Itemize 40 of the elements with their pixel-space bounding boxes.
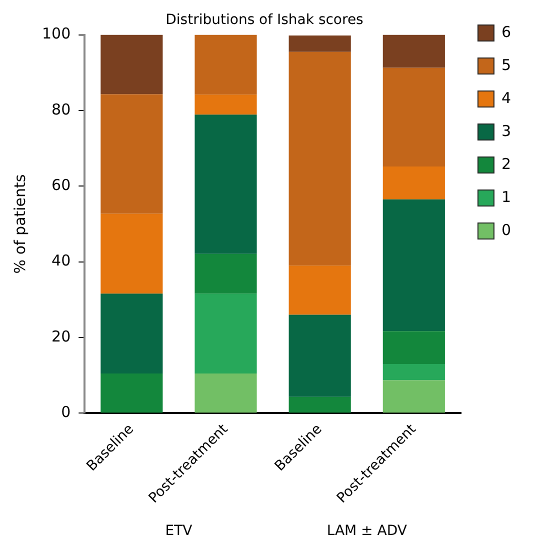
bar [100, 373, 163, 413]
bar [382, 331, 445, 364]
bar [382, 199, 445, 332]
bar [100, 294, 163, 374]
bar [382, 380, 445, 413]
y-tick-label: 60 [52, 176, 71, 194]
y-tick-label: 20 [52, 327, 71, 346]
legend-label: 0 [501, 220, 512, 239]
bar [194, 254, 257, 294]
bar [382, 34, 445, 68]
legend-label: 6 [501, 22, 512, 41]
bar [288, 36, 351, 52]
bar [194, 373, 257, 413]
bar [100, 34, 163, 94]
bar [194, 94, 257, 115]
y-axis-title: % of patients [10, 174, 29, 274]
bar [194, 294, 257, 374]
legend-label: 2 [501, 154, 512, 173]
legend-label: 5 [501, 56, 512, 74]
legend-label: 4 [501, 88, 512, 107]
text: ETV [165, 523, 193, 539]
bar [382, 68, 445, 166]
legend-label: 3 [501, 122, 512, 140]
bar [382, 364, 445, 380]
bar [194, 114, 257, 254]
bar [288, 314, 351, 397]
bar [288, 396, 351, 413]
bar [194, 34, 257, 95]
legend-label: 1 [501, 188, 512, 206]
y-tick-label: 100 [42, 24, 71, 43]
bar [100, 94, 163, 214]
y-tick-label: 0 [61, 403, 71, 422]
y-tick-label: 80 [52, 100, 71, 118]
y-tick-label: 40 [52, 252, 71, 270]
bar [100, 214, 163, 294]
text: LAM ± ADV [326, 523, 408, 539]
bar [382, 166, 445, 200]
chart-title: Distributions of Ishak scores [166, 12, 364, 28]
bar [288, 52, 351, 266]
bar [288, 266, 351, 315]
